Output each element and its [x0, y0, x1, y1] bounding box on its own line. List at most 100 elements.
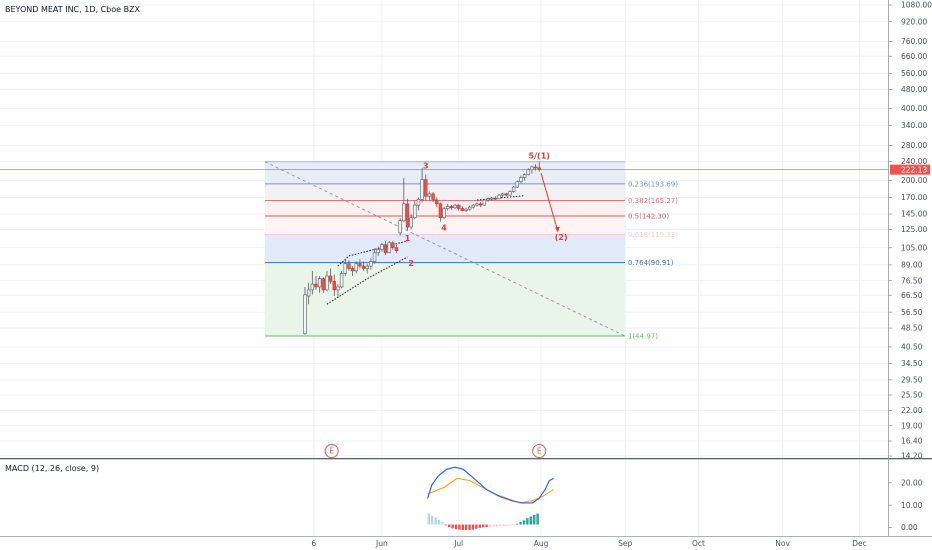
price-tick-label: 56.50: [901, 308, 923, 317]
macd-histogram-bar: [468, 524, 471, 530]
fib-label: 0.236(193.69): [628, 180, 678, 188]
candle-body: [508, 191, 512, 196]
fib-label: 1(44.97): [628, 332, 658, 340]
price-tick-label: 125.00: [901, 225, 927, 234]
candle-body: [380, 244, 384, 250]
macd-pane[interactable]: 20.00 10.00 0.00: [427, 466, 923, 532]
macd-histogram-bar: [454, 524, 458, 530]
fib-retracement[interactable]: 0.236(193.69) 0.382(165.27) 0.5(142.30) 0.6…: [264, 161, 678, 341]
time-tick-label: Nov: [775, 539, 790, 548]
candle-body: [431, 193, 435, 201]
candle-body: [358, 263, 362, 267]
projection-arrow: [540, 172, 559, 231]
candle: [398, 217, 402, 236]
candle-body: [350, 268, 355, 272]
candle-body: [435, 199, 439, 205]
candle: [449, 205, 454, 210]
candle-body: [449, 206, 454, 209]
candle-body: [314, 283, 318, 288]
fib-band: [265, 262, 625, 336]
candle-body: [328, 275, 333, 282]
candle: [339, 270, 344, 289]
candle: [522, 173, 527, 181]
candle: [303, 286, 307, 335]
time-tick-label: Aug: [534, 539, 549, 548]
candles: [303, 161, 541, 335]
time-tick-label: Oct: [692, 539, 705, 548]
candle: [347, 260, 351, 271]
candle: [336, 284, 340, 298]
candle-body: [409, 217, 413, 228]
fib-band: [265, 161, 625, 184]
macd-histogram-bar: [519, 522, 522, 525]
macd-signal-line: [427, 477, 554, 504]
candle: [361, 261, 366, 271]
macd-histogram-bar: [434, 517, 437, 525]
candle: [365, 263, 369, 274]
candle: [383, 240, 388, 255]
candle-body: [394, 247, 399, 252]
candle: [391, 240, 395, 250]
candle-body: [504, 193, 508, 196]
pane-separator[interactable]: [0, 458, 932, 460]
candle: [519, 175, 523, 184]
macd-histogram-bar: [448, 524, 451, 528]
channel-line: [476, 195, 525, 201]
earnings-marker[interactable]: E: [532, 444, 547, 458]
wave-label: 1: [405, 234, 411, 243]
macd-histogram-bar: [492, 524, 495, 527]
macd-histogram-bar: [465, 524, 468, 531]
price-tick-label: 25.50: [901, 391, 923, 400]
projection-arrow-head: [555, 226, 560, 233]
time-axis[interactable]: 6 Jun Jul Aug Sep Oct Nov Dec: [311, 539, 866, 548]
candle: [435, 197, 439, 208]
candle: [489, 196, 494, 201]
earnings-marker[interactable]: E: [324, 444, 339, 458]
candle: [471, 203, 476, 209]
candle: [369, 258, 373, 270]
candle: [464, 207, 468, 212]
candle-body: [526, 169, 530, 175]
candle-body: [354, 263, 358, 272]
candle: [332, 274, 336, 297]
price-tick-label: 34.50: [901, 359, 923, 368]
candle-body: [424, 179, 428, 197]
candle-body: [369, 261, 373, 267]
candle: [460, 206, 465, 212]
macd-histogram-bar: [526, 518, 529, 525]
candle: [508, 190, 512, 196]
candle: [387, 240, 391, 254]
macd-histogram-bar: [488, 524, 492, 527]
price-tick-label: 16.40: [901, 437, 923, 446]
candle: [500, 192, 505, 198]
candle-body: [493, 197, 498, 200]
candle-body: [486, 198, 490, 201]
price-axis[interactable]: 1080.00 920.00 760.00 660.00 560.00 480.00 400…: [888, 0, 932, 536]
macd-histogram-bar: [505, 524, 509, 526]
candle: [493, 196, 498, 200]
wave-label: 3: [423, 161, 429, 170]
time-tick-label: 6: [311, 539, 316, 548]
price-tick-label: 480.00: [901, 85, 927, 94]
candle: [358, 259, 362, 269]
candle: [526, 168, 530, 176]
candle: [515, 180, 519, 189]
candle-body: [347, 263, 351, 269]
macd-line: [427, 466, 554, 504]
candle: [321, 277, 325, 293]
candle-body: [339, 273, 344, 288]
candle: [380, 242, 384, 252]
price-tick-label: 400.00: [901, 104, 927, 113]
earnings-marker-circle: [532, 444, 547, 458]
candle-body: [446, 206, 450, 209]
candle-body: [515, 181, 519, 188]
candle: [427, 191, 432, 201]
last-price-label: 222.13: [901, 165, 927, 174]
macd-histogram-bar: [529, 516, 533, 525]
candle-body: [482, 199, 487, 206]
last-price-badge: [890, 164, 930, 175]
wave-label: (2): [555, 233, 568, 242]
macd-histogram-bar: [512, 524, 516, 526]
candle: [376, 246, 380, 256]
